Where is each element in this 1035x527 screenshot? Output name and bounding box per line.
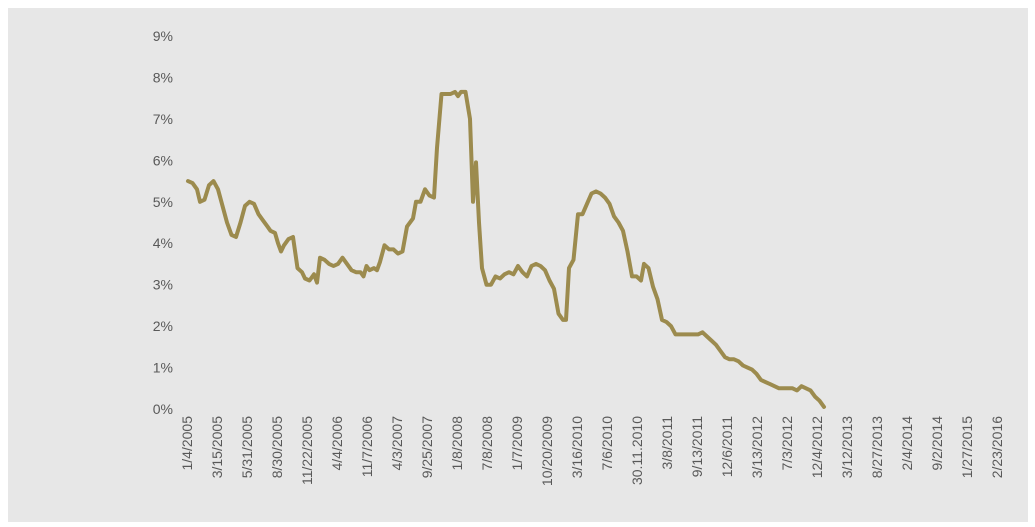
y-tick-label: 0% [153,401,173,417]
x-tick-label: 1/4/2005 [179,416,195,471]
y-tick-label: 1% [153,360,173,376]
y-tick-label: 3% [153,277,173,293]
x-tick-label: 11/7/2006 [359,416,375,477]
x-tick-label: 9/2/2014 [929,416,945,471]
x-tick-label: 2/23/2016 [989,416,1005,478]
x-tick-label: 12/4/2012 [809,416,825,478]
x-tick-label: 9/13/2011 [689,416,705,477]
x-tick-label: 7/8/2008 [479,416,495,471]
x-tick-label: 7/3/2012 [779,416,795,471]
x-tick-label: 12/6/2011 [719,416,735,477]
x-tick-label: 5/31/2005 [239,416,255,478]
y-tick-label: 4% [153,235,173,251]
x-tick-label: 4/4/2006 [329,416,345,471]
chart-area: 0% 1% 2% 3% 4% 5% 6% 7% 8% 9% 1/4/2005 3/15/2005 5/… [8,8,1028,522]
series-line [186,89,826,409]
x-tick-label: 1/7/2009 [509,416,525,471]
x-tick-label: 3/15/2005 [209,416,225,478]
y-tick-label: 9% [153,28,173,44]
x-tick-label: 7/6/2010 [599,416,615,471]
x-tick-label: 3/8/2011 [659,416,675,470]
x-axis: 1/4/2005 3/15/2005 5/31/2005 8/30/2005 11/22… [179,416,1005,486]
y-tick-label: 2% [153,318,173,334]
x-tick-label: 11/22/2005 [299,416,315,485]
plot-area [186,89,826,409]
y-axis: 0% 1% 2% 3% 4% 5% 6% 7% 8% 9% [153,28,173,417]
x-tick-label: 1/27/2015 [959,416,975,478]
x-tick-label: 3/13/2012 [749,416,765,478]
y-tick-label: 7% [153,111,173,127]
x-tick-label: 4/3/2007 [389,416,405,471]
y-tick-label: 8% [153,69,173,85]
x-tick-label: 9/25/2007 [419,416,435,478]
x-tick-label: 3/16/2010 [569,416,585,478]
x-tick-label: 3/12/2013 [839,416,855,478]
y-tick-label: 5% [153,194,173,210]
x-tick-label: 1/8/2008 [449,416,465,471]
x-tick-label: 10/20/2009 [539,416,555,486]
x-tick-label: 30.11.2010 [629,416,645,485]
x-tick-label: 2/4/2014 [899,416,915,471]
line-chart: 0% 1% 2% 3% 4% 5% 6% 7% 8% 9% 1/4/2005 3/15/2005 5/… [153,28,1005,486]
x-tick-label: 8/30/2005 [269,416,285,478]
x-tick-label: 8/27/2013 [869,416,885,478]
y-tick-label: 6% [153,152,173,168]
